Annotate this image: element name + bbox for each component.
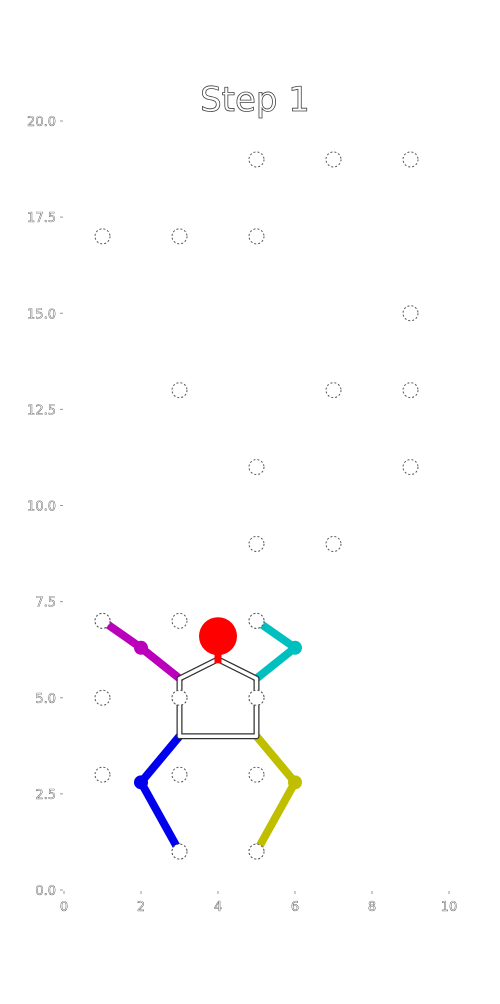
hold-point: [248, 766, 265, 783]
y-tick-label: 7.5: [35, 596, 56, 611]
climber: [94, 612, 302, 860]
hold-point: [94, 689, 111, 706]
hold-point: [248, 151, 265, 168]
hold-point: [171, 766, 188, 783]
holds-layer: [94, 151, 419, 860]
hold-point: [325, 151, 342, 168]
hold-point: [171, 382, 188, 399]
hold-point: [402, 382, 419, 399]
y-tick-label: 10.0: [27, 500, 56, 515]
y-tick-label: 15.0: [27, 307, 56, 322]
hold-point: [325, 382, 342, 399]
contact-hold: [94, 612, 111, 629]
hold-point: [171, 612, 188, 629]
hold-point: [402, 151, 419, 168]
x-tick-label: 2: [137, 900, 145, 915]
x-tick-label: 0: [60, 900, 68, 915]
x-tick-label: 6: [291, 900, 299, 915]
x-tick-label: 4: [214, 900, 222, 915]
y-tick-label: 17.5: [27, 211, 56, 226]
y-tick-label: 0.0: [35, 884, 56, 899]
hold-point: [248, 459, 265, 476]
right-leg-segment: [252, 732, 299, 856]
left-leg-joint: [134, 775, 148, 790]
hold-point: [171, 228, 188, 245]
y-tick-label: 20.0: [27, 115, 56, 130]
contact-hold: [248, 689, 265, 706]
hold-point: [248, 228, 265, 245]
left-leg-segment: [137, 732, 184, 856]
head: [199, 617, 237, 656]
contact-hold: [248, 612, 265, 629]
hold-point: [325, 535, 342, 552]
left-arm-joint: [134, 640, 148, 655]
right-arm-joint: [288, 640, 302, 655]
contact-hold: [248, 843, 265, 860]
right-leg-joint: [288, 775, 302, 790]
step-title: Step 1: [200, 80, 310, 120]
y-tick-label: 2.5: [35, 788, 56, 803]
hold-point: [94, 228, 111, 245]
x-tick-label: 8: [368, 900, 376, 915]
hold-point: [248, 535, 265, 552]
x-tick-label: 10: [441, 900, 458, 915]
hold-point: [94, 766, 111, 783]
hold-point: [402, 305, 419, 322]
hold-point: [402, 459, 419, 476]
contact-hold: [171, 689, 188, 706]
contact-hold: [171, 843, 188, 860]
y-tick-label: 5.0: [35, 692, 56, 707]
torso: [177, 657, 259, 738]
axes: 0.0 2.5 5.0 7.5 10.0 12.5 15.0 17.5 20.0 0 2 4 6 8 10: [27, 115, 458, 915]
y-tick-label: 12.5: [27, 403, 56, 418]
